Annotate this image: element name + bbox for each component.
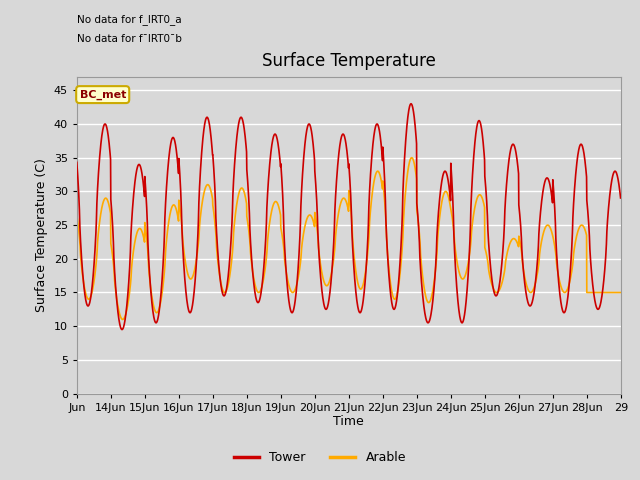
Tower	[543, 175, 551, 181]
Arable	[617, 289, 625, 295]
X-axis label: Time: Time	[333, 415, 364, 429]
Y-axis label: Surface Temperature (C): Surface Temperature (C)	[35, 158, 48, 312]
Tower	[513, 154, 520, 160]
Arable	[245, 227, 253, 233]
Text: No data for f¯IRT0¯b: No data for f¯IRT0¯b	[77, 34, 182, 44]
Text: No data for f_IRT0_a: No data for f_IRT0_a	[77, 14, 181, 25]
Arable	[119, 317, 127, 323]
Arable	[381, 209, 389, 215]
Line: Arable: Arable	[77, 158, 621, 320]
Arable	[543, 222, 551, 228]
Text: BC_met: BC_met	[79, 89, 126, 100]
Arable	[513, 239, 520, 244]
Line: Tower: Tower	[77, 104, 621, 330]
Tower	[118, 327, 126, 333]
Tower	[407, 101, 415, 107]
Arable	[73, 212, 81, 217]
Arable	[408, 155, 415, 161]
Tower	[127, 224, 135, 230]
Arable	[127, 268, 135, 274]
Tower	[381, 198, 389, 204]
Tower	[73, 159, 81, 165]
Title: Surface Temperature: Surface Temperature	[262, 52, 436, 70]
Arable	[609, 289, 617, 295]
Legend: Tower, Arable: Tower, Arable	[229, 446, 411, 469]
Tower	[617, 195, 625, 201]
Tower	[609, 171, 617, 177]
Tower	[245, 195, 253, 201]
